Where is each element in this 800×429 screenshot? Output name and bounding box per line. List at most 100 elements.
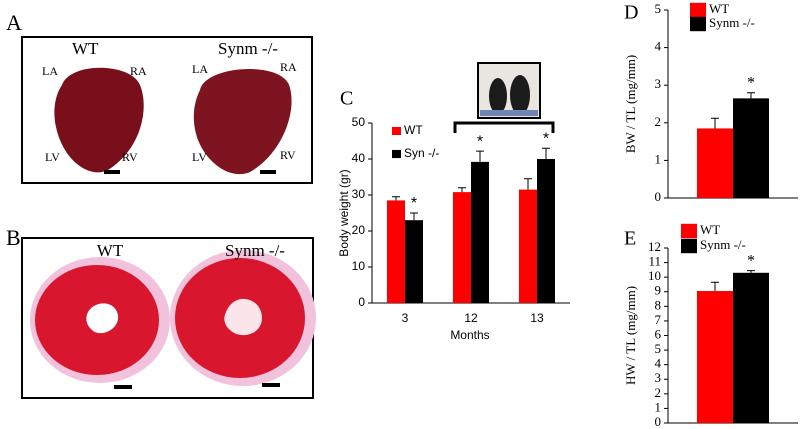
y-tick-label: 0 [358, 295, 365, 309]
legend-label: WT [700, 222, 720, 237]
y-tick-label: 4 [655, 39, 662, 54]
legend-label: Synm -/- [700, 237, 746, 252]
mouse [510, 75, 530, 115]
x-tick-label: 3 [402, 311, 409, 325]
y-tick-label: 4 [655, 356, 662, 371]
y-tick-label: 9 [655, 283, 662, 298]
y-tick-label: 5 [655, 341, 662, 356]
x-tick-label: 13 [530, 311, 544, 325]
significance-star: * [543, 130, 549, 147]
y-tick-label: 8 [655, 297, 662, 312]
significance-star: * [411, 195, 417, 212]
bar [519, 189, 537, 303]
legend-swatch [392, 126, 401, 136]
panel-label: C [340, 88, 353, 110]
chamber-label: RV [280, 148, 296, 162]
y-tick-label: 5 [655, 1, 662, 16]
error-bar [392, 196, 400, 201]
legend-swatch [681, 238, 697, 254]
panel-a: A WT Synm -/- LA RA LV RV LA RA LV RV [6, 10, 313, 184]
chamber-label: LV [45, 150, 60, 164]
significance-star: * [747, 252, 755, 269]
group-label: Synm -/- [225, 241, 285, 260]
bar [405, 220, 423, 303]
error-bar [711, 117, 719, 129]
y-tick-label: 50 [352, 115, 366, 129]
mouse [489, 78, 507, 114]
error-bar [524, 178, 532, 190]
bar [733, 272, 769, 423]
y-tick-label: 40 [352, 151, 366, 165]
chamber-label: LA [42, 64, 58, 78]
y-tick-label: 11 [648, 254, 661, 269]
panel-b: B WT Synm -/- [6, 225, 316, 399]
y-tick-label: 7 [655, 312, 662, 327]
group-label: WT [72, 39, 99, 58]
chamber-label: LA [192, 62, 208, 76]
lumen [224, 298, 262, 336]
significance-star: * [477, 133, 483, 150]
legend-swatch [690, 16, 706, 32]
legend-swatch [681, 223, 697, 239]
bar [697, 291, 733, 423]
chamber-label: RV [122, 150, 138, 164]
y-tick-label: 6 [655, 326, 662, 341]
scale-bar [260, 170, 276, 174]
legend-label: Syn -/- [404, 146, 439, 160]
panel-label: E [624, 228, 636, 250]
y-tick-label: 10 [648, 268, 661, 283]
y-tick-label: 3 [655, 76, 662, 91]
bracket [453, 121, 555, 133]
y-tick-label: 2 [655, 385, 662, 400]
y-tick-label: 1 [655, 151, 662, 166]
lumen [86, 303, 119, 334]
error-bar [542, 147, 550, 159]
group-label: Synm -/- [218, 39, 278, 58]
chamber-label: LV [192, 150, 207, 164]
y-axis-label: HW / TL (mg/mm) [623, 286, 638, 385]
legend-label: Synm -/- [709, 15, 755, 30]
error-bar [711, 281, 719, 292]
y-tick-label: 3 [655, 370, 662, 385]
y-tick-label: 20 [352, 223, 366, 237]
chart: C 0 10 20 30 40 50 Body weight (gr) Months 3 * 12 * 1… [337, 88, 570, 342]
y-tick-label: 1 [655, 399, 662, 414]
y-tick-label: 0 [655, 414, 662, 429]
error-bar [458, 187, 466, 193]
error-bar [747, 92, 755, 99]
panel-label: A [6, 10, 22, 35]
y-axis-label: Body weight (gr) [337, 169, 351, 256]
bar [471, 161, 489, 303]
scale-bar [114, 385, 132, 389]
y-axis-label: BW / TL (mg/mm) [623, 55, 638, 153]
scale-bar [104, 170, 120, 174]
bar [387, 200, 405, 303]
x-axis-label: Months [450, 328, 489, 342]
bar [453, 192, 471, 303]
heart-photo [193, 69, 292, 175]
error-bar [476, 150, 484, 162]
legend-label: WT [709, 1, 729, 16]
y-tick-label: 0 [655, 189, 662, 204]
legend-swatch [690, 2, 706, 18]
bar [697, 128, 733, 198]
y-tick-label: 10 [352, 259, 366, 273]
panel-label: D [624, 2, 638, 24]
y-tick-label: 12 [648, 239, 661, 254]
legend-label: WT [404, 123, 423, 137]
group-label: WT [97, 241, 124, 260]
bar [537, 159, 555, 303]
legend-swatch [392, 149, 401, 159]
x-tick-label: 12 [464, 311, 478, 325]
chamber-label: RA [280, 60, 297, 74]
heart-photo [54, 67, 144, 173]
chamber-label: RA [130, 64, 147, 78]
significance-star: * [747, 74, 755, 91]
bar [733, 98, 769, 198]
panel-label: B [6, 225, 21, 250]
error-bar [410, 212, 418, 221]
